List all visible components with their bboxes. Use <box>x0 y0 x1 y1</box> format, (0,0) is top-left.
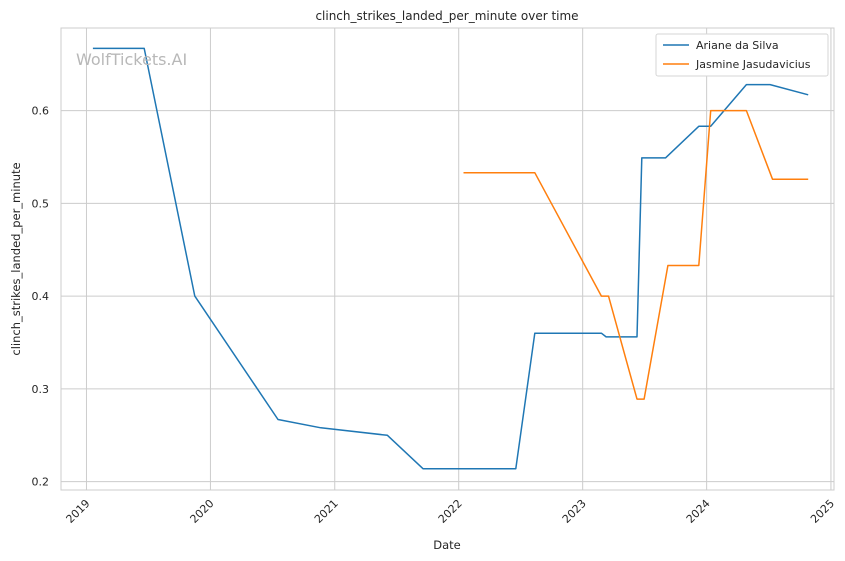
y-tick-label: 0.3 <box>32 383 50 396</box>
x-tick-label: 2021 <box>312 497 341 526</box>
y-tick-label: 0.2 <box>32 476 50 489</box>
x-tick-label: 2022 <box>436 497 465 526</box>
y-tick-label: 0.6 <box>32 105 50 118</box>
series-line-ariane-da-silva <box>92 47 809 470</box>
legend: Ariane da Silva Jasmine Jasudavicius <box>655 33 829 77</box>
legend-label-jasmine-jasudavicius: Jasmine Jasudavicius <box>695 58 811 71</box>
x-tick-label: 2024 <box>684 497 713 526</box>
y-axis-label: clinch_strikes_landed_per_minute <box>9 162 23 355</box>
y-tick-label: 0.4 <box>32 290 50 303</box>
x-tick-label: 2025 <box>808 497 837 526</box>
x-axis-label: Date <box>433 538 461 552</box>
x-axis-ticks: 2019 2020 2021 2022 2023 2024 2025 <box>64 497 837 526</box>
chart-title: clinch_strikes_landed_per_minute over ti… <box>315 9 578 23</box>
y-tick-label: 0.5 <box>32 197 50 210</box>
legend-label-ariane-da-silva: Ariane da Silva <box>696 39 779 52</box>
series-line-jasmine-jasudavicius <box>463 109 809 400</box>
grid <box>61 28 834 490</box>
x-tick-label: 2020 <box>188 497 217 526</box>
x-tick-label: 2023 <box>560 497 589 526</box>
y-axis-ticks: 0.2 0.3 0.4 0.5 0.6 <box>32 105 50 489</box>
plot-frame <box>60 27 835 491</box>
series-lines <box>92 47 809 470</box>
legend-box <box>655 33 829 77</box>
watermark-text: WolfTickets.AI <box>76 50 187 69</box>
x-tick-label: 2019 <box>64 497 93 526</box>
